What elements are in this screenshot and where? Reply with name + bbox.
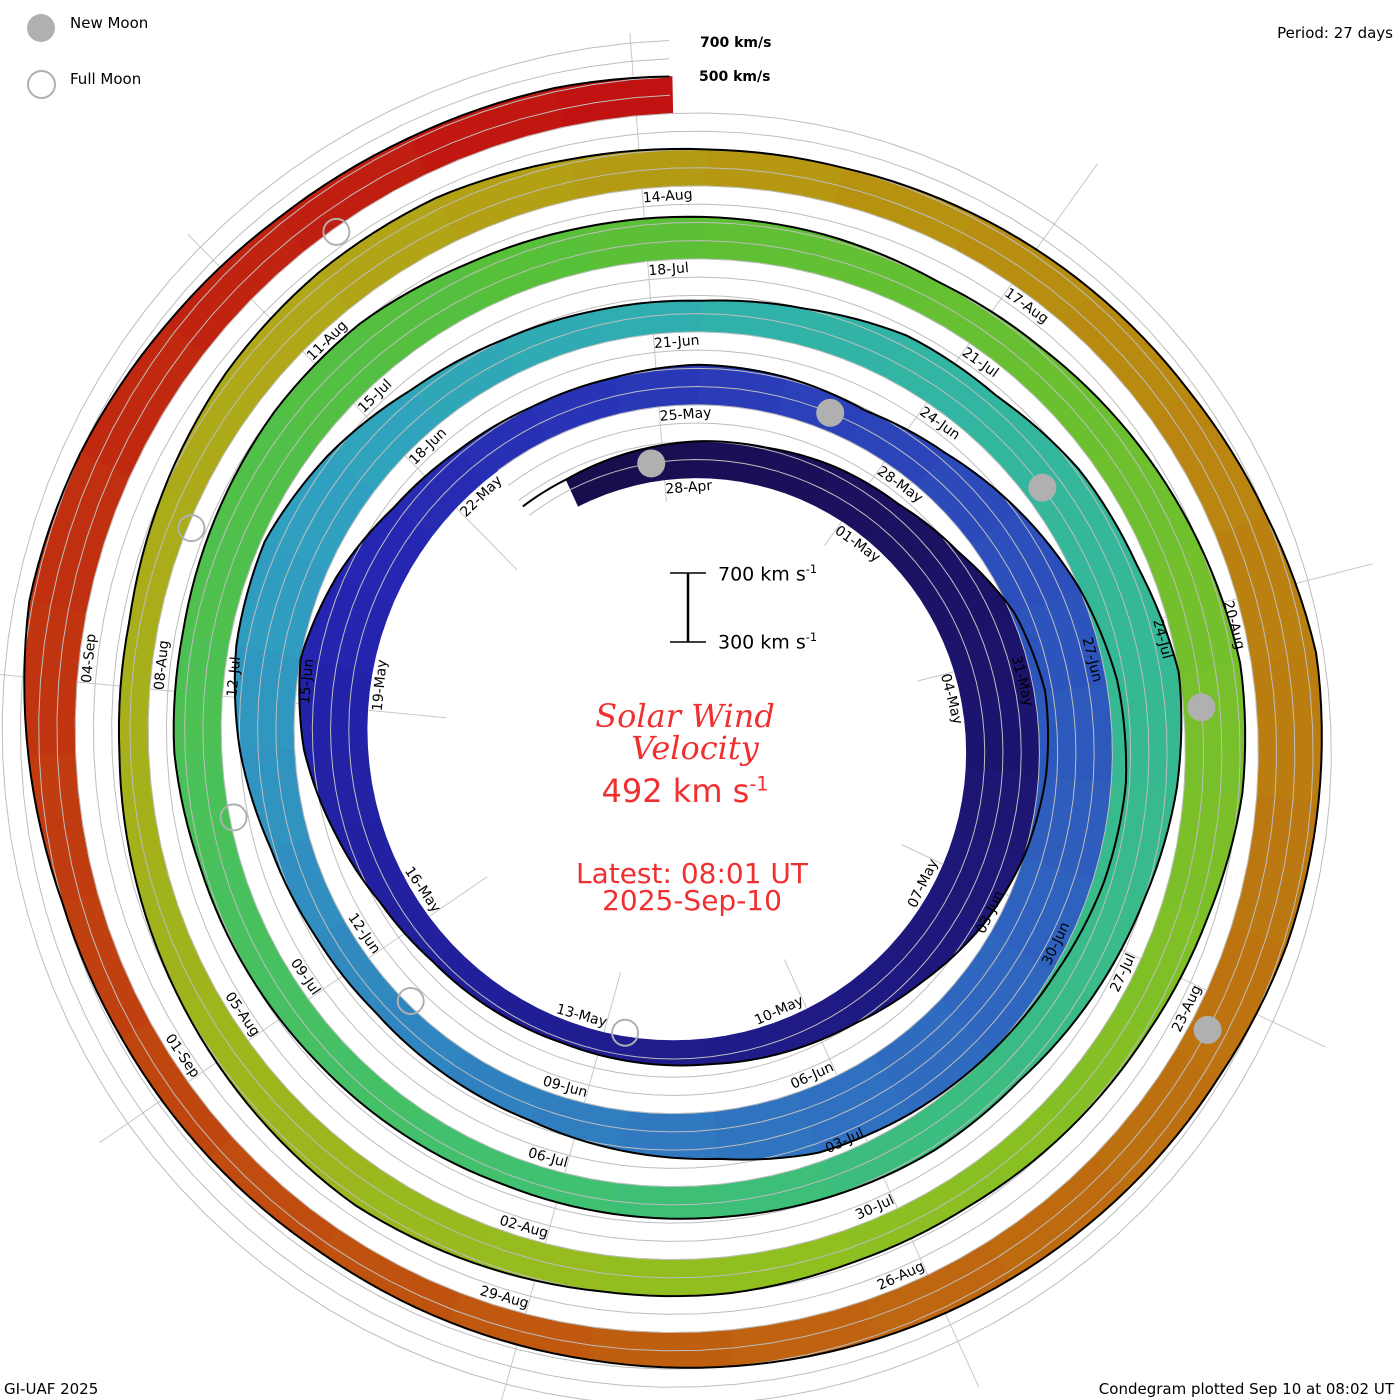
speed-segment <box>707 1022 786 1065</box>
new-moon-marker <box>816 398 845 427</box>
scale-top-label: 700 km s-1 <box>718 562 818 586</box>
speed-segment <box>29 451 131 612</box>
latest-time: Latest: 08:01 UT <box>575 857 809 890</box>
date-label: 12-Jul <box>224 656 244 698</box>
speed-segment <box>1178 664 1246 796</box>
speed-segment <box>620 1110 718 1160</box>
date-label: 14-Aug <box>642 187 693 207</box>
speed-segment <box>239 748 310 849</box>
date-label: 19-May <box>370 659 391 712</box>
date-label: 18-Jul <box>648 260 690 279</box>
speed-segment <box>532 377 622 441</box>
speed-segment <box>598 1254 729 1297</box>
new-moon-marker <box>1193 1015 1222 1044</box>
speed-segment <box>565 452 636 507</box>
chart-title: Solar Wind <box>595 697 775 735</box>
speed-outline <box>23 75 1323 1369</box>
full-moon-marker <box>322 217 351 246</box>
speed-segment <box>634 1038 711 1066</box>
current-speed: 492 km s-1 <box>601 772 769 810</box>
full-moon-marker <box>219 803 248 832</box>
date-label: 08-Aug <box>152 640 173 691</box>
speed-segment <box>27 752 98 903</box>
latest-date: 2025-Sep-10 <box>602 884 782 917</box>
speed-segment <box>610 1182 723 1220</box>
new-moon-marker <box>1187 693 1216 722</box>
speed-segment <box>135 873 216 1007</box>
chart-title-line2: Velocity <box>631 729 759 767</box>
speed-segment <box>1106 672 1182 790</box>
full-moon-marker <box>611 1018 640 1047</box>
gridline-label-500: 500 km/s <box>699 69 771 85</box>
moon-markers <box>177 217 1222 1047</box>
gridline-700-kms <box>1 39 1332 1400</box>
gridline-400-kms <box>56 94 1278 1352</box>
speed-segment <box>700 300 806 345</box>
speed-bands <box>23 76 1323 1369</box>
speed-segment <box>706 149 845 204</box>
speed-segment <box>719 1161 832 1218</box>
full-moon-marker <box>177 514 206 543</box>
new-moon-marker <box>1028 473 1057 502</box>
radial-spoke <box>824 163 1099 547</box>
speed-segment <box>1250 654 1323 803</box>
gridline-label-700: 700 km/s <box>700 35 772 51</box>
new-moon-legend-icon <box>27 14 55 42</box>
gridline-600-kms <box>19 58 1314 1388</box>
speed-segment <box>379 885 453 962</box>
full-moon-legend-icon <box>27 70 56 99</box>
scale-bar <box>670 572 706 643</box>
new-moon-marker <box>637 449 666 478</box>
new-moon-legend-label: New Moon <box>70 14 149 32</box>
full-moon-legend-label: Full Moon <box>70 70 142 88</box>
date-label: 21-Jun <box>653 333 700 353</box>
full-moon-marker <box>396 986 425 1015</box>
date-label: 25-May <box>659 405 712 425</box>
period-label: Period: 27 days <box>1277 24 1393 42</box>
speed-segment <box>1230 796 1319 948</box>
speed-segment <box>118 751 169 883</box>
date-label: 15-Jun <box>297 658 317 705</box>
date-label: 28-Apr <box>665 478 713 498</box>
date-label: 04-Sep <box>79 633 100 684</box>
scale-bottom-label: 300 km s-1 <box>718 630 818 654</box>
speed-outline-line <box>23 75 1323 1369</box>
speed-segment <box>961 691 1049 777</box>
speed-segment <box>432 943 508 1011</box>
plotted-label: Condegram plotted Sep 10 at 08:02 UT <box>1098 1380 1394 1398</box>
credit-label: GI-UAF 2025 <box>4 1380 99 1398</box>
